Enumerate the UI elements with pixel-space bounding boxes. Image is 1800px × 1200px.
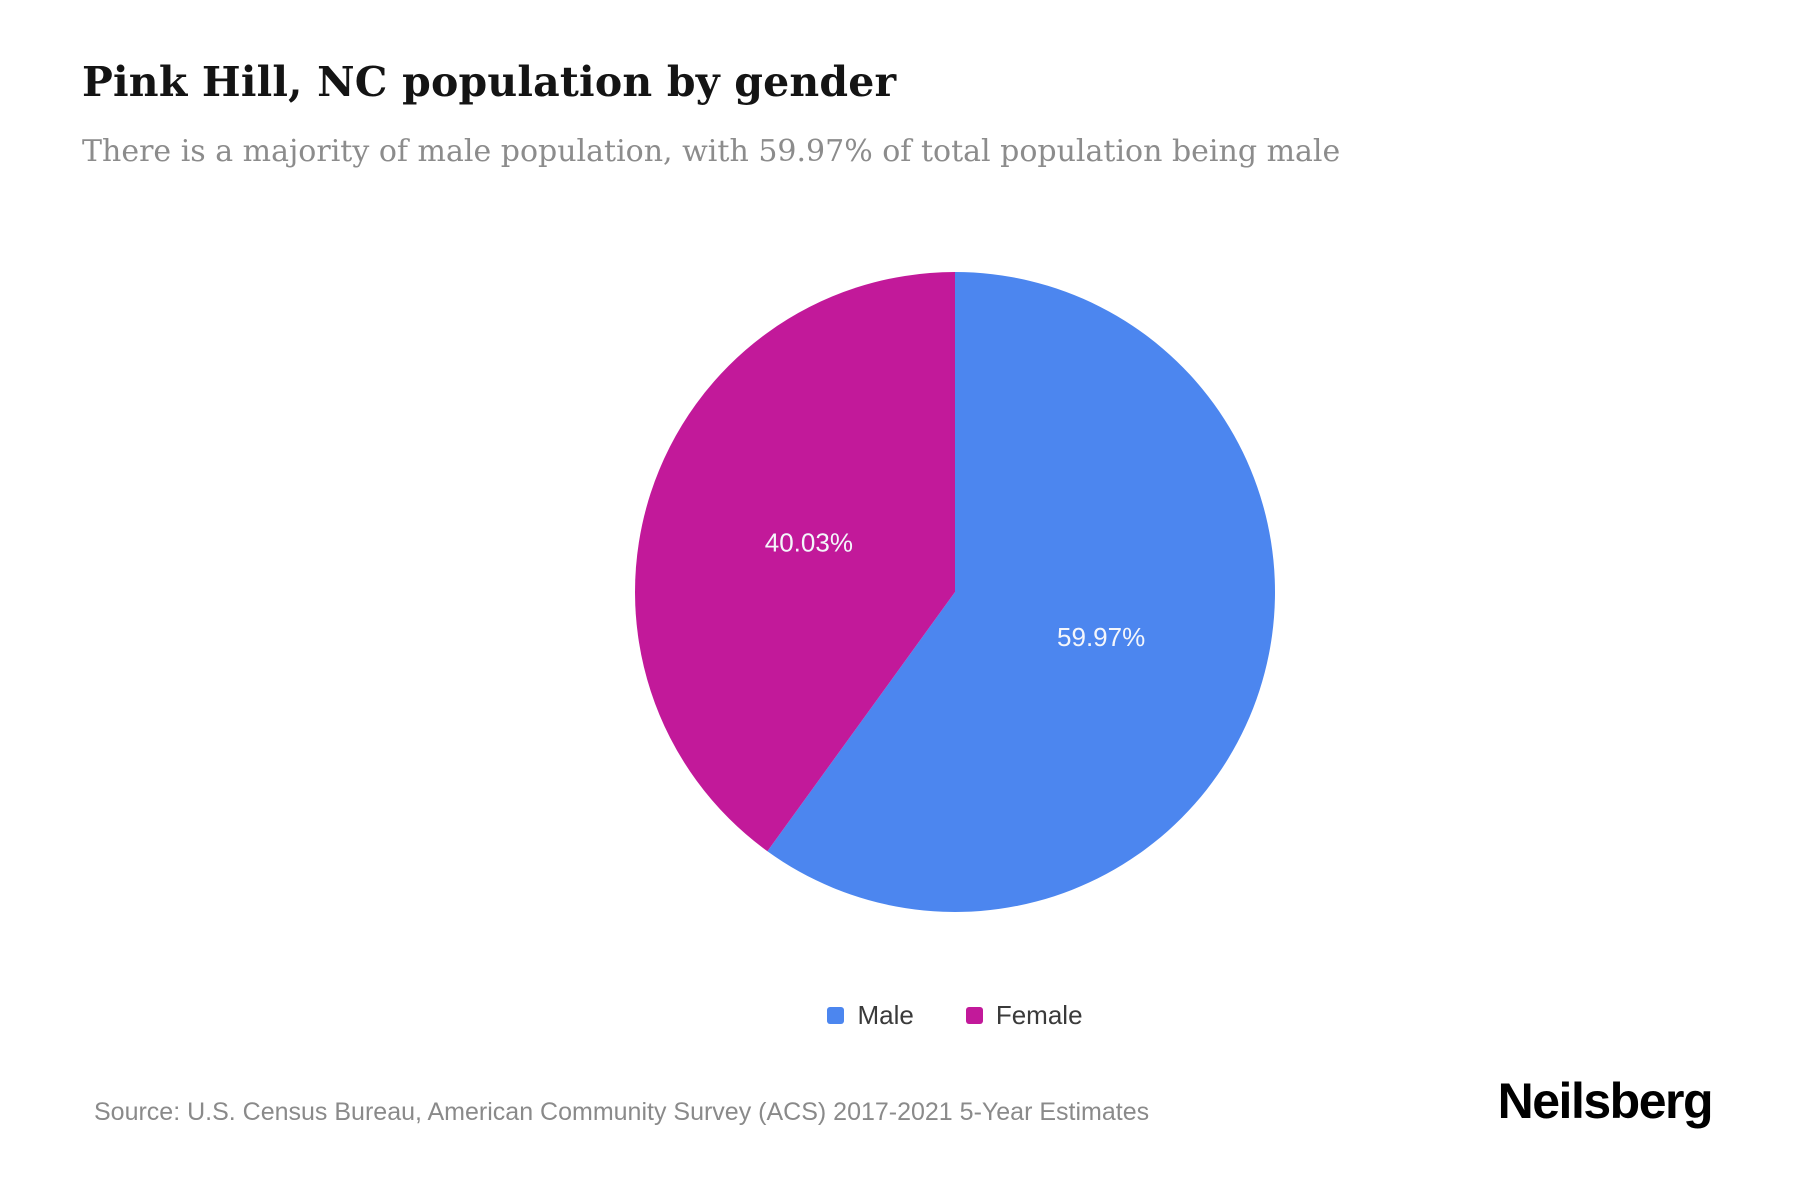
legend: Male Female	[625, 1000, 1285, 1031]
legend-item-female[interactable]: Female	[965, 1000, 1083, 1031]
pie-slice-female[interactable]	[635, 272, 955, 852]
pie-slice-male[interactable]	[767, 272, 1276, 912]
legend-swatch-male	[827, 1007, 845, 1024]
slice-label-male: 59.97%	[1057, 622, 1145, 652]
legend-item-male[interactable]: Male	[827, 1000, 914, 1031]
pie-chart: 59.97% 40.03%	[625, 262, 1285, 922]
page-title: Pink Hill, NC population by gender	[82, 58, 897, 106]
legend-swatch-female	[965, 1007, 983, 1024]
chart-header: Pink Hill, NC population by gender There…	[82, 58, 1718, 169]
page-subtitle: There is a majority of male population, …	[82, 134, 1341, 169]
slice-label-female: 40.03%	[765, 528, 853, 558]
legend-label-female: Female	[995, 1000, 1083, 1030]
source-text: Source: U.S. Census Bureau, American Com…	[94, 1098, 1150, 1126]
legend-label-male: Male	[857, 1000, 914, 1030]
brand-logo[interactable]: Neilsberg	[1497, 1073, 1714, 1129]
pie-chart-svg: 59.97% 40.03%	[635, 272, 1276, 912]
